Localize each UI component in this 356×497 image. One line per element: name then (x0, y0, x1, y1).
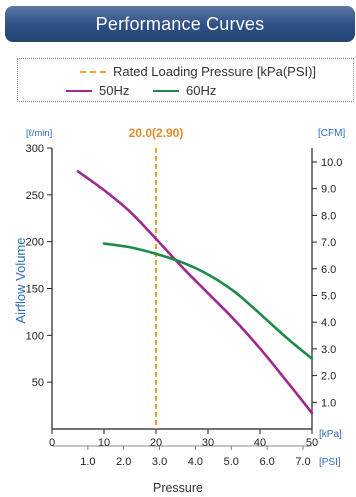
x-unit-kpa-label: [kPa] (319, 429, 342, 440)
rated-line-swatch (80, 70, 106, 73)
legend-item-50hz: 50Hz (66, 83, 129, 98)
psi-tick-label: 1.0 (80, 456, 95, 468)
psi-tick-label: 2.0 (116, 456, 131, 468)
cfm-tick-label: 4.0 (321, 317, 336, 329)
psi-tick-label: 4.0 (188, 456, 203, 468)
cfm-tick-label: 3.0 (321, 344, 336, 356)
series-line-50hz (76, 170, 314, 415)
legend-label-60hz: 60Hz (186, 83, 217, 98)
y-unit-left-label: [ℓ/min] (26, 128, 52, 139)
legend-box: Rated Loading Pressure [kPa(PSI)] 50Hz 6… (17, 58, 354, 102)
y-tick-label: 250 (26, 190, 44, 202)
x-tick-label: 0 (49, 437, 55, 449)
cfm-tick-label: 7.0 (321, 237, 336, 249)
psi-tick-label: 3.0 (152, 456, 167, 468)
cfm-tick-label: 8.0 (321, 210, 336, 222)
psi-tick-label: 7.0 (295, 456, 310, 468)
x-tick-label: 20 (150, 437, 162, 449)
series-line-60hz (102, 242, 314, 361)
legend-label-rated: Rated Loading Pressure [kPa(PSI)] (113, 64, 317, 79)
chart-title-banner: Performance Curves (5, 6, 355, 42)
cfm-tick-label: 1.0 (321, 397, 336, 409)
x-unit-psi-label: [PSI] (319, 457, 341, 468)
series-50hz-swatch (66, 89, 92, 92)
chart-title: Performance Curves (95, 13, 265, 34)
psi-tick-label: 6.0 (259, 456, 274, 468)
cfm-tick-label: 5.0 (321, 291, 336, 303)
cfm-tick-label: 2.0 (321, 371, 336, 383)
cfm-tick-label: 9.0 (321, 184, 336, 196)
y-tick-label: 100 (26, 330, 44, 342)
x-axis-title: Pressure (153, 481, 203, 495)
legend-item-60hz: 60Hz (153, 83, 216, 98)
x-tick-label: 40 (254, 437, 266, 449)
psi-tick-label: 5.0 (224, 456, 239, 468)
x-tick-label: 50 (306, 437, 318, 449)
y-axis-title: Airflow Volume (13, 238, 28, 324)
legend-item-rated: Rated Loading Pressure [kPa(PSI)] (80, 64, 316, 79)
y-tick-label: 300 (26, 143, 44, 155)
y-tick-label: 150 (26, 284, 44, 296)
y-tick-label: 200 (26, 237, 44, 249)
series-60hz-swatch (153, 89, 179, 92)
y-unit-right-label: [CFM] (318, 128, 345, 139)
x-tick-label: 10 (98, 437, 110, 449)
cfm-tick-label: 10.0 (321, 157, 342, 169)
legend-label-50hz: 50Hz (99, 83, 130, 98)
cfm-tick-label: 6.0 (321, 264, 336, 276)
x-tick-label: 30 (202, 437, 214, 449)
rated-pressure-label: 20.0(2.90) (129, 126, 184, 140)
y-tick-label: 50 (32, 377, 44, 389)
